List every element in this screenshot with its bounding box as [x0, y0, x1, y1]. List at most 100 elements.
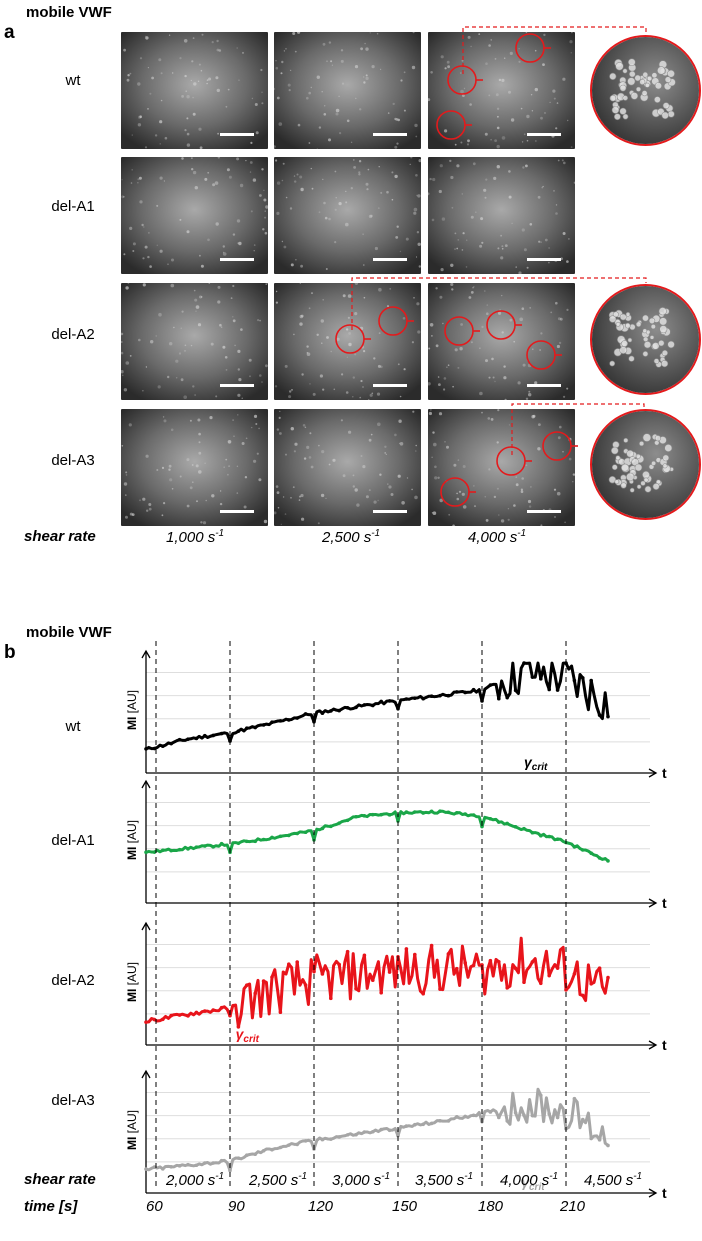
data-point	[253, 991, 257, 996]
data-point	[194, 845, 199, 849]
data-point	[186, 1162, 190, 1167]
data-point	[236, 841, 241, 846]
data-point	[169, 1164, 173, 1169]
data-point	[530, 1113, 535, 1118]
data-point	[152, 1165, 157, 1169]
data-point	[513, 688, 518, 693]
data-point	[186, 737, 190, 741]
data-point	[245, 983, 249, 987]
data-point	[480, 699, 484, 703]
data-point	[354, 705, 358, 710]
data-point	[161, 1167, 165, 1171]
data-point	[177, 1164, 182, 1168]
micrograph	[274, 283, 421, 400]
data-point	[236, 1156, 241, 1160]
data-point	[421, 696, 426, 701]
data-point	[236, 1025, 241, 1029]
data-point	[312, 719, 316, 724]
data-point	[177, 1013, 182, 1017]
data-point	[463, 812, 468, 816]
data-point	[261, 1148, 266, 1153]
data-point	[539, 833, 543, 838]
data-point	[169, 741, 173, 746]
data-point	[488, 1110, 493, 1114]
time-label-210: 210	[560, 1198, 586, 1215]
data-point	[539, 677, 543, 681]
data-point	[270, 835, 274, 840]
data-point	[488, 958, 493, 963]
data-point	[446, 693, 451, 698]
data-point	[589, 1136, 593, 1141]
data-point	[161, 744, 165, 748]
data-point	[203, 1161, 207, 1165]
data-point	[572, 1096, 577, 1101]
data-point	[530, 830, 535, 835]
data-point	[597, 713, 602, 717]
data-point	[287, 718, 291, 722]
data-point	[236, 729, 241, 733]
data-point	[488, 817, 493, 821]
data-point	[211, 1161, 215, 1165]
data-point	[387, 813, 392, 817]
data-point	[597, 856, 602, 860]
data-point	[270, 1147, 274, 1152]
data-point	[144, 747, 148, 751]
data-point	[429, 809, 434, 814]
data-point	[572, 678, 577, 683]
data-point	[219, 841, 224, 846]
shear-rate-label-4: 3,500 s-1	[415, 1171, 474, 1189]
data-point	[312, 969, 316, 974]
data-point	[219, 731, 224, 736]
data-point	[186, 1014, 190, 1018]
data-point	[471, 963, 476, 968]
data-point	[203, 1009, 207, 1013]
data-point	[589, 678, 593, 683]
data-point	[555, 1115, 560, 1120]
data-point	[429, 694, 434, 699]
zoom-inset	[590, 35, 701, 146]
data-point	[497, 1115, 501, 1120]
data-point	[505, 695, 510, 700]
data-point	[354, 814, 358, 819]
data-point	[228, 1013, 232, 1018]
data-point	[337, 708, 342, 713]
time-label-90: 90	[228, 1198, 245, 1215]
data-point	[245, 1153, 249, 1158]
data-point	[497, 820, 501, 824]
data-point	[261, 979, 266, 983]
data-point	[278, 719, 283, 723]
data-point	[337, 1135, 342, 1139]
data-point	[245, 726, 249, 730]
data-point	[513, 825, 518, 829]
gamma-crit-label: γcrit	[521, 1174, 545, 1193]
scale-bar	[220, 510, 254, 513]
scale-bar	[220, 258, 254, 261]
data-point	[597, 1138, 602, 1142]
panel-a-col-label-1: 1,000 s-1	[166, 528, 225, 546]
data-point	[320, 972, 325, 976]
data-point	[387, 699, 392, 703]
x-axis-letter: t	[662, 895, 667, 911]
data-point	[152, 1017, 157, 1022]
panel-a-letter: a	[4, 22, 15, 43]
data-point	[581, 1117, 585, 1122]
data-point	[513, 1110, 518, 1115]
data-point	[270, 975, 274, 979]
highlight-circles	[335, 33, 578, 507]
data-point	[253, 725, 257, 730]
data-point	[345, 705, 350, 710]
series-line-del-A1	[145, 809, 609, 863]
data-point	[438, 693, 442, 698]
panel-b-time-label: time [s]	[24, 1198, 78, 1215]
data-point	[371, 812, 375, 817]
data-point	[371, 1130, 375, 1134]
data-point	[303, 712, 308, 716]
data-point	[387, 1128, 392, 1133]
data-point	[287, 1143, 291, 1147]
series-line-wt	[145, 661, 610, 751]
data-point	[572, 845, 577, 849]
data-point	[413, 952, 417, 957]
data-point	[203, 844, 207, 848]
data-point	[278, 1010, 283, 1015]
data-point	[547, 973, 551, 978]
